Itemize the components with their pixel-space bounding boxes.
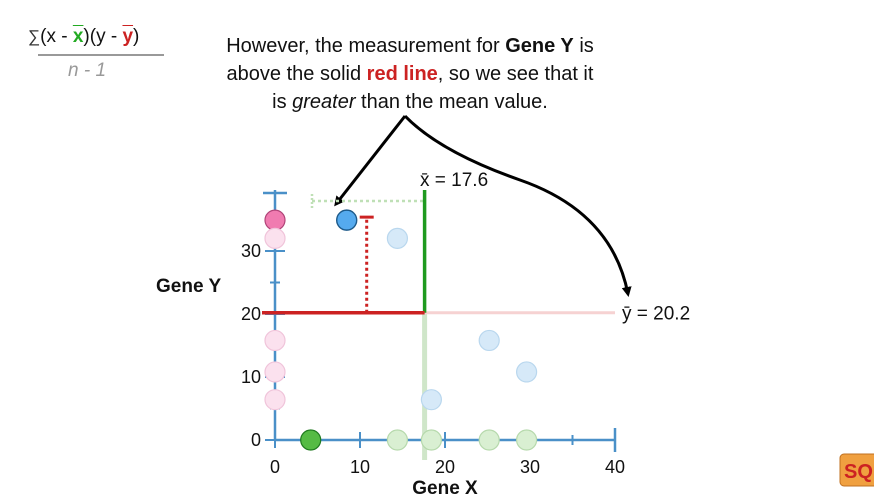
data-point [515, 361, 538, 383]
y-projection-point [264, 361, 286, 383]
caption-line-2: above the solid red line, so we see that… [180, 60, 640, 88]
y-projection-point [264, 329, 286, 352]
caption-red-line: red line [366, 63, 438, 85]
y-projection-point [264, 389, 286, 411]
caption-text: , so we see that it [437, 63, 594, 85]
formula-numerator: ∑(x - x)(y - y) [28, 26, 139, 48]
x-tick-label: 30 [520, 457, 540, 477]
x-projection-point [420, 429, 442, 451]
x-projection-point [515, 429, 538, 451]
fraction-bar [38, 54, 164, 56]
x-projection-point [386, 429, 408, 451]
caption-text: However, the measurement for [226, 35, 506, 57]
x-tick-label: 20 [435, 457, 455, 477]
mean-y-label: ȳ = 20.2 [622, 304, 690, 325]
caption-line-3: is greater than the mean value. [180, 88, 640, 116]
formula-part: )(y - [83, 26, 123, 47]
y-bar: y [122, 26, 134, 47]
caption-line-1: However, the measurement for Gene Y is [180, 32, 640, 60]
x-bar: x [72, 26, 84, 47]
formula-part: ) [133, 26, 140, 47]
arrow-to-point [334, 115, 407, 207]
formula-denominator: n - 1 [68, 60, 107, 81]
caption-text: than the mean value. [355, 91, 548, 113]
x-axis-title: Gene X [412, 478, 478, 499]
data-point-highlighted [336, 209, 358, 231]
x-tick-label: 10 [350, 457, 370, 477]
y-projection-point [264, 209, 286, 231]
y-axis-title: Gene Y [156, 276, 221, 297]
caption-text: is [272, 91, 293, 113]
data-point [420, 389, 442, 411]
y-tick-label: 10 [241, 367, 261, 387]
caption: However, the measurement for Gene Y is a… [180, 32, 640, 116]
svg-text:SQ: SQ [844, 461, 873, 483]
caption-text: is [573, 35, 594, 57]
caption-greater: greater [292, 91, 356, 113]
formula-part: (x - [40, 26, 73, 47]
y-tick-label: 30 [241, 241, 261, 261]
caption-text: above the solid [226, 63, 367, 85]
channel-logo: SQ [838, 448, 874, 488]
sum-symbol: ∑ [28, 27, 41, 46]
x-projection-point [478, 429, 500, 451]
x-projection-point [300, 429, 322, 451]
arrow-to-mean-y [403, 114, 632, 297]
mean-x-label: x̄ = 17.6 [420, 170, 488, 191]
caption-gene-y: Gene Y [505, 35, 574, 57]
x-tick-label: 40 [605, 457, 625, 477]
y-tick-label: 20 [241, 304, 261, 324]
y-projection-point [264, 227, 286, 249]
data-point [386, 227, 408, 249]
data-point [478, 329, 500, 352]
x-tick-label: 0 [270, 457, 280, 477]
y-tick-label: 0 [251, 430, 261, 450]
